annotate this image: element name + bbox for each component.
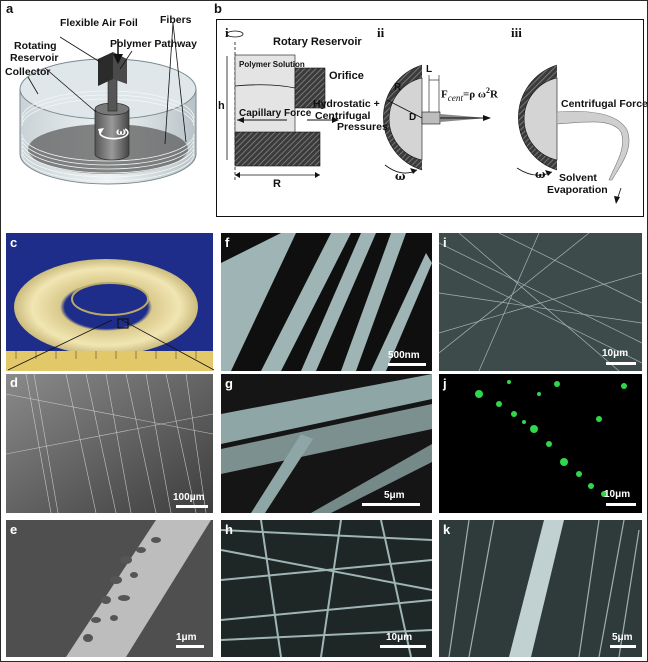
panel-c-photo (6, 233, 213, 371)
label-orifice: Orifice (329, 70, 364, 82)
label-fibers: Fibers (160, 14, 192, 26)
label-pressures: Pressures (337, 121, 388, 133)
panel-k-sem (439, 520, 642, 657)
fcent-symbol: F (441, 88, 448, 101)
panel-h-sem (221, 520, 432, 657)
panel-label-f: f (225, 235, 230, 250)
label-collector: Collector (5, 66, 51, 78)
panel-e-sem (6, 520, 213, 657)
panel-label-e: e (10, 522, 18, 537)
label-rotating-line1: Rotating (14, 40, 57, 52)
label-solvent: Solvent (559, 172, 597, 184)
label-centrifugal-1: Centrifugal (315, 110, 371, 122)
zoom-connector-lines (7, 320, 215, 371)
panel-f-sem (221, 233, 432, 371)
scalebar-label-e: 1μm (176, 632, 197, 643)
panel-label-j: j (443, 376, 447, 391)
fcent-subscript: cent (447, 92, 463, 103)
label-fcent-equation: Fcent=ρ ω2R (441, 86, 498, 103)
panel-b-schematic: i ii iii Rotary Reservoir Polymer Soluti… (216, 19, 648, 217)
label-hydrostatic: Hydrostatic + (313, 98, 380, 110)
label-D: D (409, 112, 417, 123)
panel-label-i: i (443, 235, 447, 250)
label-rotary-reservoir: Rotary Reservoir (273, 36, 362, 48)
label-polymer-solution: Polymer Solution (239, 60, 305, 69)
fcent-R: R (489, 88, 498, 101)
panel-i-sem (439, 233, 642, 371)
label-evaporation: Evaporation (547, 184, 608, 196)
label-R-i: R (273, 178, 281, 190)
fcent-rhs: =ρ ω (462, 88, 486, 101)
panel-label-d: d (10, 375, 18, 390)
label-L: L (426, 64, 433, 75)
scalebar-h (380, 645, 426, 648)
label-omega-a: ω (116, 126, 126, 138)
scalebar-e (176, 645, 204, 648)
label-polymer-pathway: Polymer Pathway (110, 38, 197, 50)
panel-label-k: k (443, 522, 451, 537)
panel-label-b: b (214, 1, 222, 16)
scalebar-label-i: 10μm (602, 348, 629, 359)
scalebar-label-f: 500nm (388, 350, 420, 361)
label-rotating-line2: Reservoir (10, 52, 59, 64)
scalebar-label-j: 10μm (604, 489, 631, 500)
panel-a-device-illustration (19, 22, 197, 185)
scalebar-f (388, 363, 426, 366)
panel-label-c: c (10, 235, 18, 250)
label-omega-ii: ω (395, 170, 406, 183)
scalebar-d (176, 505, 208, 508)
label-h: h (218, 100, 225, 112)
panel-j-fluorescence (439, 374, 642, 513)
panel-label-a: a (6, 1, 14, 16)
sub-label-ii: ii (377, 25, 385, 40)
panel-label-h: h (225, 522, 233, 537)
scalebar-label-d: 100μm (173, 492, 205, 503)
scalebar-label-h: 10μm (386, 632, 413, 643)
panel-d-sem (6, 374, 213, 513)
scalebar-label-g: 5μm (384, 490, 405, 501)
label-centrifugal-force: Centrifugal Force (561, 98, 648, 110)
panel-g-sem (221, 374, 432, 513)
fcent-superscript: 2 (485, 86, 490, 95)
label-flexible-air-foil: Flexible Air Foil (60, 17, 138, 29)
panel-label-g: g (225, 376, 233, 391)
sub-label-i: i (225, 25, 229, 40)
scalebar-k (610, 645, 636, 648)
scalebar-label-k: 5μm (612, 632, 633, 643)
label-omega-iii: ω (535, 168, 546, 181)
label-capillary-force: Capillary Force (239, 108, 312, 119)
scalebar-g (362, 503, 420, 506)
scalebar-i (606, 362, 636, 365)
label-R-ii: R (394, 82, 402, 93)
scalebar-j (606, 503, 636, 506)
sub-label-iii: iii (511, 25, 522, 40)
